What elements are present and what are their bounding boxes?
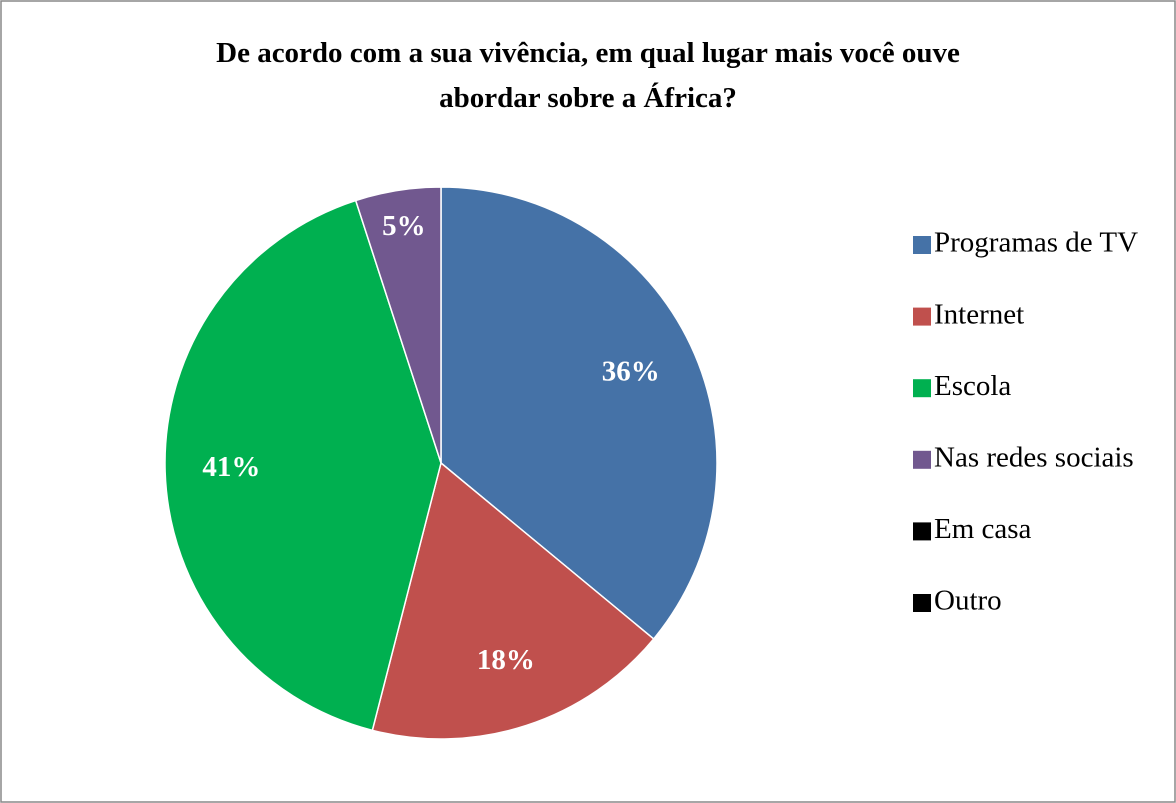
legend-label: Escola (934, 370, 1011, 402)
data-label: 36% (602, 355, 660, 387)
data-label: 18% (477, 644, 535, 676)
data-label: 5% (382, 210, 426, 242)
legend-swatch (913, 379, 931, 398)
legend-swatch (913, 236, 931, 254)
pie-slice (371, 461, 655, 740)
pie-slice (440, 186, 718, 640)
legend-swatch (913, 307, 931, 326)
legend-label: Em casa (934, 513, 1032, 545)
legend-swatch (913, 522, 931, 541)
legend-label: Internet (934, 298, 1024, 330)
chart-title: De acordo com a sua vivência, em qual lu… (216, 37, 960, 114)
data-label: 41% (202, 451, 260, 483)
pie-slice (354, 186, 442, 464)
legend-label: Nas redes sociais (934, 441, 1134, 473)
legend-label: Programas de TV (934, 227, 1138, 259)
legend-swatch (913, 594, 931, 612)
legend-swatch (913, 450, 931, 469)
legend-label: Outro (934, 585, 1002, 617)
pie-slice (164, 199, 442, 732)
